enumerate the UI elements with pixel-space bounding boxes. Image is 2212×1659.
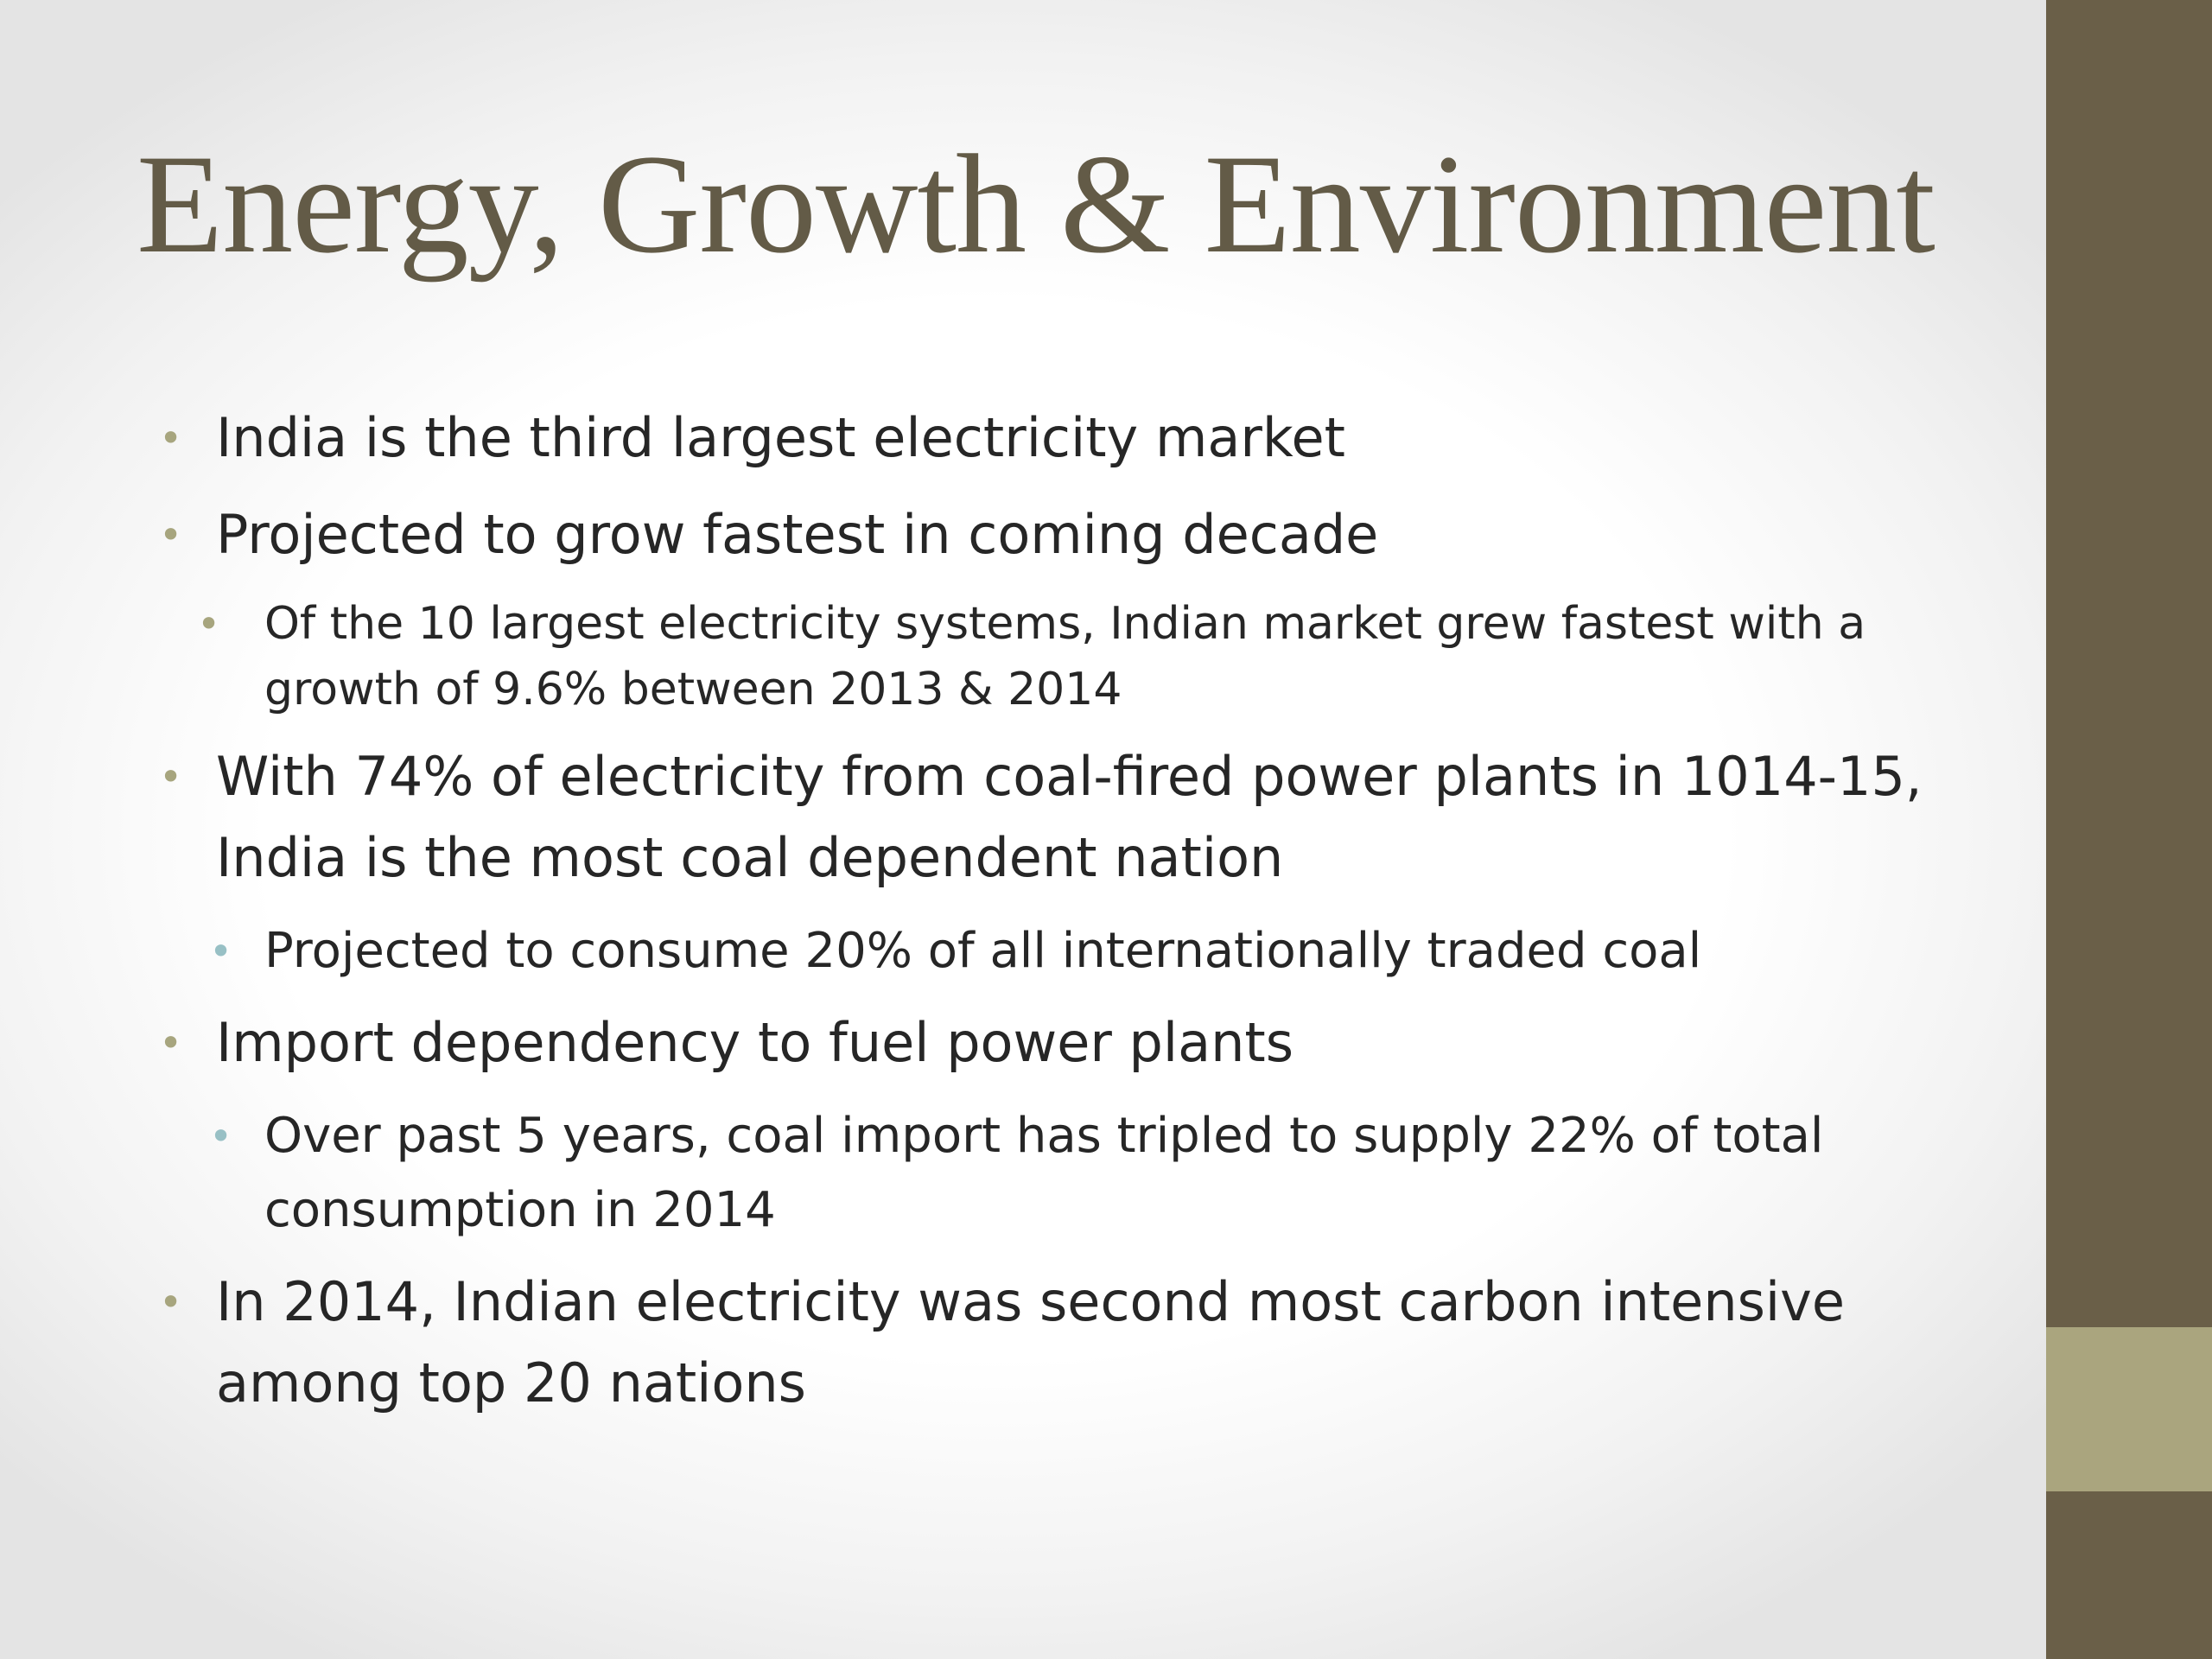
sub-bullet-icon: •: [197, 601, 221, 647]
sub-bullet-item: • Over past 5 years, coal import has tri…: [156, 1099, 2013, 1248]
bullet-text: Projected to grow fastest in coming deca…: [216, 503, 1379, 566]
sub-bullet-text: Projected to consume 20% of all internat…: [264, 923, 1702, 979]
side-bar-dark-segment: [2046, 0, 2212, 1327]
side-decoration-bar: [2046, 0, 2212, 1659]
bullet-list: • India is the third largest electricity…: [156, 397, 2013, 1440]
sub-bullet-text: Over past 5 years, coal import has tripl…: [264, 1108, 1824, 1238]
bullet-item: • Projected to grow fastest in coming de…: [156, 494, 2013, 575]
bullet-icon: •: [159, 1279, 183, 1325]
sub-bullet-text: Of the 10 largest electricity systems, I…: [264, 598, 1866, 715]
bullet-text: In 2014, Indian electricity was second m…: [216, 1270, 1845, 1414]
bullet-text: With 74% of electricity from coal-fired …: [216, 745, 1923, 889]
bullet-icon: •: [159, 415, 183, 461]
sub-bullet-item: • Of the 10 largest electricity systems,…: [156, 591, 2013, 722]
bullet-icon: •: [159, 753, 183, 800]
bullet-icon: •: [159, 1020, 183, 1066]
bullet-item: • In 2014, Indian electricity was second…: [156, 1262, 2013, 1424]
bullet-icon: •: [159, 512, 183, 558]
bullet-item: • With 74% of electricity from coal-fire…: [156, 736, 2013, 899]
sub-bullet-icon: •: [209, 1113, 233, 1160]
bullet-text: Import dependency to fuel power plants: [216, 1011, 1294, 1074]
sub-bullet-icon: •: [209, 928, 233, 975]
side-bar-dark-segment-bottom: [2046, 1491, 2212, 1659]
bullet-item: • Import dependency to fuel power plants: [156, 1002, 2013, 1084]
bullet-item: • India is the third largest electricity…: [156, 397, 2013, 479]
slide-title: Energy, Growth & Environment: [137, 126, 1936, 283]
side-bar-accent-segment: [2046, 1327, 2212, 1491]
sub-bullet-item: • Projected to consume 20% of all intern…: [156, 914, 2013, 988]
bullet-text: India is the third largest electricity m…: [216, 406, 1345, 469]
